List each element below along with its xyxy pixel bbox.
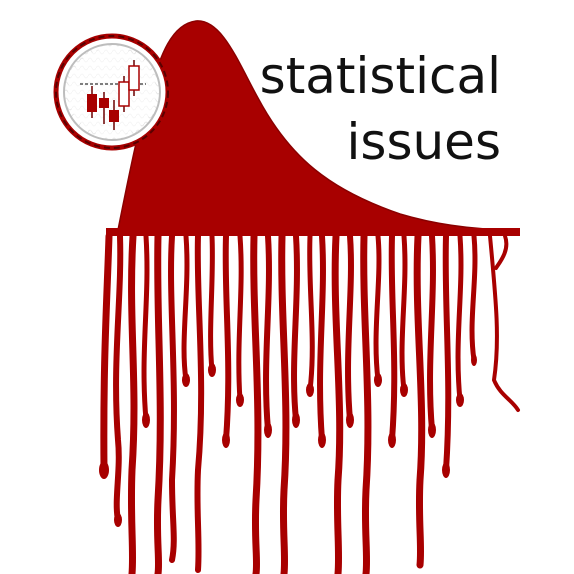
title-line-issues: issues — [346, 113, 502, 171]
candlestick-chart-icon — [53, 33, 171, 151]
drips — [100, 232, 520, 574]
drip-blobs — [99, 354, 477, 527]
baseline-bar — [106, 228, 520, 236]
title-line-statistical: statistical — [259, 47, 501, 105]
